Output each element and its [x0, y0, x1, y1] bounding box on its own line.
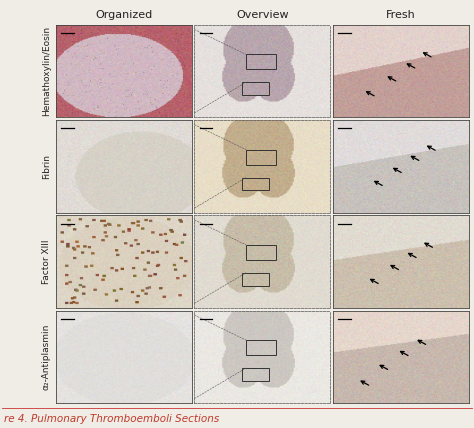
Bar — [242, 368, 269, 381]
Text: Fibrin: Fibrin — [42, 154, 51, 179]
Bar — [242, 178, 269, 190]
Text: Fresh: Fresh — [386, 10, 416, 20]
Text: Factor XIII: Factor XIII — [42, 239, 51, 284]
Bar — [246, 245, 276, 260]
Text: α₂-Antiplasmin: α₂-Antiplasmin — [42, 324, 51, 390]
Bar — [246, 150, 276, 164]
Text: Hemathoxylin/Eosin: Hemathoxylin/Eosin — [42, 26, 51, 116]
Bar — [242, 82, 269, 95]
Text: Organized: Organized — [95, 10, 153, 20]
Bar — [246, 340, 276, 355]
Bar — [246, 54, 276, 69]
Bar — [242, 273, 269, 286]
Text: re 4. Pulmonary Thromboemboli Sections: re 4. Pulmonary Thromboemboli Sections — [4, 413, 219, 424]
Text: Overview: Overview — [236, 10, 289, 20]
